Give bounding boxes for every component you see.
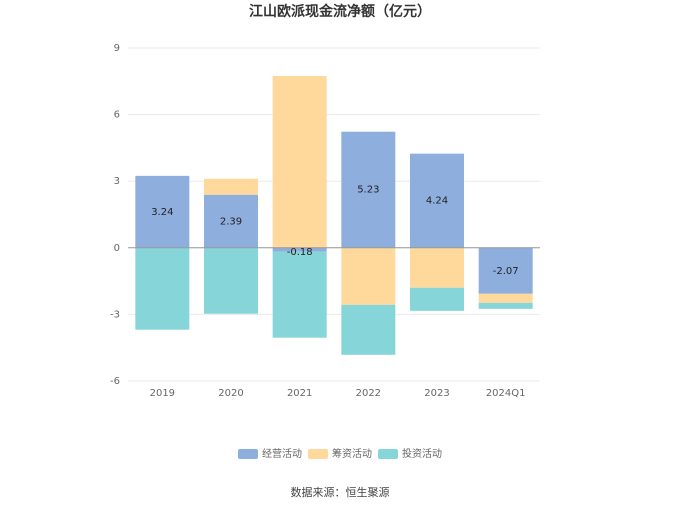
legend-swatch <box>378 449 398 459</box>
bar <box>204 178 258 195</box>
bar <box>478 247 533 294</box>
bar <box>135 175 190 248</box>
value-label: -0.18 <box>287 247 313 258</box>
y-tick-label: 3 <box>114 176 120 187</box>
x-tick-label: 2019 <box>150 388 175 399</box>
value-label: 2.39 <box>220 216 242 227</box>
value-label: 4.24 <box>426 196 448 207</box>
legend-label: 经营活动 <box>262 447 302 460</box>
bar <box>341 304 396 355</box>
value-label: 3.24 <box>151 207 173 218</box>
y-tick-label: 9 <box>114 43 120 54</box>
bar <box>135 247 190 330</box>
bar <box>341 247 396 305</box>
y-tick-label: -3 <box>110 309 120 320</box>
x-tick-label: 2023 <box>424 388 449 399</box>
legend-label: 投资活动 <box>402 447 442 460</box>
bar <box>272 251 327 338</box>
bar <box>204 194 258 248</box>
x-tick-label: 2024Q1 <box>486 388 526 399</box>
value-label: 5.23 <box>357 185 379 196</box>
chart-title: 江山欧派现金流净额（亿元） <box>249 3 431 20</box>
bar <box>410 287 464 311</box>
y-tick-label: 0 <box>114 243 120 254</box>
legend-swatch <box>238 449 258 459</box>
source: 数据来源：恒生聚源 <box>291 485 390 499</box>
y-tick-label: -6 <box>110 376 120 387</box>
bar <box>478 302 533 309</box>
bar <box>410 247 464 288</box>
legend-swatch <box>308 449 328 459</box>
bar <box>478 293 533 303</box>
x-tick-label: 2021 <box>287 388 312 399</box>
y-tick-label: 6 <box>114 110 120 121</box>
x-tick-label: 2022 <box>356 388 381 399</box>
bar <box>204 247 258 314</box>
bar <box>272 247 327 252</box>
bar <box>341 131 396 248</box>
bar <box>410 153 464 248</box>
value-label: -2.07 <box>493 266 519 277</box>
x-tick-label: 2020 <box>218 388 243 399</box>
legend-label: 筹资活动 <box>332 447 372 460</box>
bar <box>272 75 327 248</box>
